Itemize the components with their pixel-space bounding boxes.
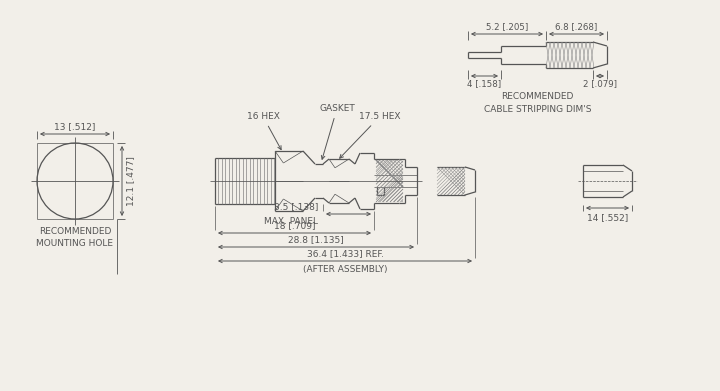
Text: 4 [.158]: 4 [.158]: [467, 79, 502, 88]
Text: 17.5 HEX: 17.5 HEX: [340, 112, 400, 158]
Text: GASKET: GASKET: [319, 104, 355, 159]
Text: 5.2 [.205]: 5.2 [.205]: [486, 22, 528, 31]
Text: (AFTER ASSEMBLY): (AFTER ASSEMBLY): [302, 265, 387, 274]
Text: 36.4 [1.433] REF.: 36.4 [1.433] REF.: [307, 249, 384, 258]
Text: 12.1 [.477]: 12.1 [.477]: [126, 156, 135, 206]
Text: 3.5 [.138]: 3.5 [.138]: [274, 202, 318, 211]
Text: MAX. PANEL: MAX. PANEL: [264, 217, 318, 226]
Text: RECOMMENDED
CABLE STRIPPING DIM'S: RECOMMENDED CABLE STRIPPING DIM'S: [484, 92, 591, 113]
Text: 28.8 [1.135]: 28.8 [1.135]: [288, 235, 344, 244]
Text: 2 [.079]: 2 [.079]: [583, 79, 617, 88]
Text: 16 HEX: 16 HEX: [246, 112, 281, 150]
Text: 18 [.709]: 18 [.709]: [274, 221, 315, 230]
Text: 14 [.552]: 14 [.552]: [587, 213, 628, 222]
Text: 13 [.512]: 13 [.512]: [54, 122, 96, 131]
Text: RECOMMENDED
MOUNTING HOLE: RECOMMENDED MOUNTING HOLE: [37, 227, 114, 249]
Text: 6.8 [.268]: 6.8 [.268]: [555, 22, 598, 31]
